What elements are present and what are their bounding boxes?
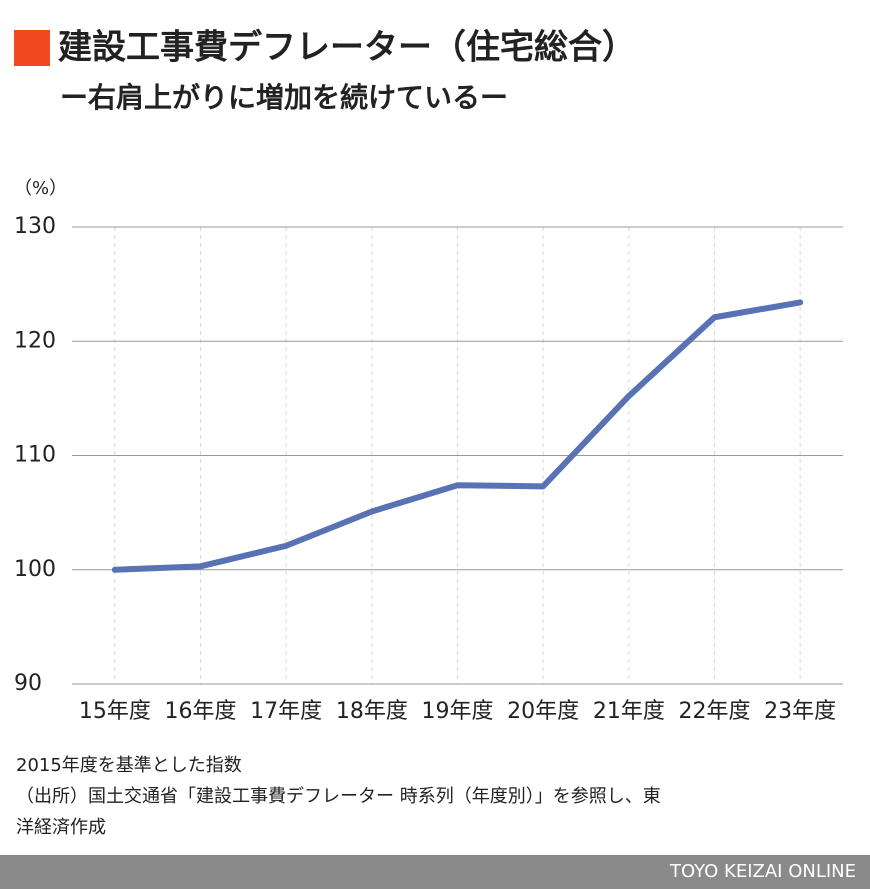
x-tick-label: 16年度 (165, 699, 237, 724)
x-tick-label: 15年度 (79, 699, 151, 724)
footer-bar (0, 855, 870, 889)
x-tick-label: 17年度 (250, 699, 322, 724)
y-tick-label: 120 (14, 328, 56, 353)
x-tick-label: 23年度 (764, 699, 836, 724)
x-tick-label: 22年度 (679, 699, 751, 724)
x-tick-label: 19年度 (422, 699, 494, 724)
credit: TOYO KEIZAI ONLINE (669, 861, 856, 882)
x-tick-label: 18年度 (336, 699, 408, 724)
title-marker (14, 30, 50, 66)
y-unit: （%） (14, 178, 67, 199)
note: 2015年度を基準とした指数 (16, 755, 242, 776)
y-tick-label: 130 (14, 214, 56, 239)
note: 洋経済作成 (16, 817, 106, 838)
y-tick-label: 90 (14, 671, 42, 696)
y-tick-label: 100 (14, 557, 56, 582)
note: （出所）国土交通省「建設工事費デフレーター 時系列（年度別）」を参照し、東 (16, 786, 661, 807)
y-tick-label: 110 (14, 443, 56, 468)
x-tick-label: 21年度 (593, 699, 665, 724)
chart-title: 建設工事費デフレーター（住宅総合） (58, 28, 636, 68)
data-line (111, 299, 804, 573)
chart-subtitle: ー右肩上がりに増加を続けているー (60, 81, 508, 114)
x-tick-label: 20年度 (507, 699, 579, 724)
